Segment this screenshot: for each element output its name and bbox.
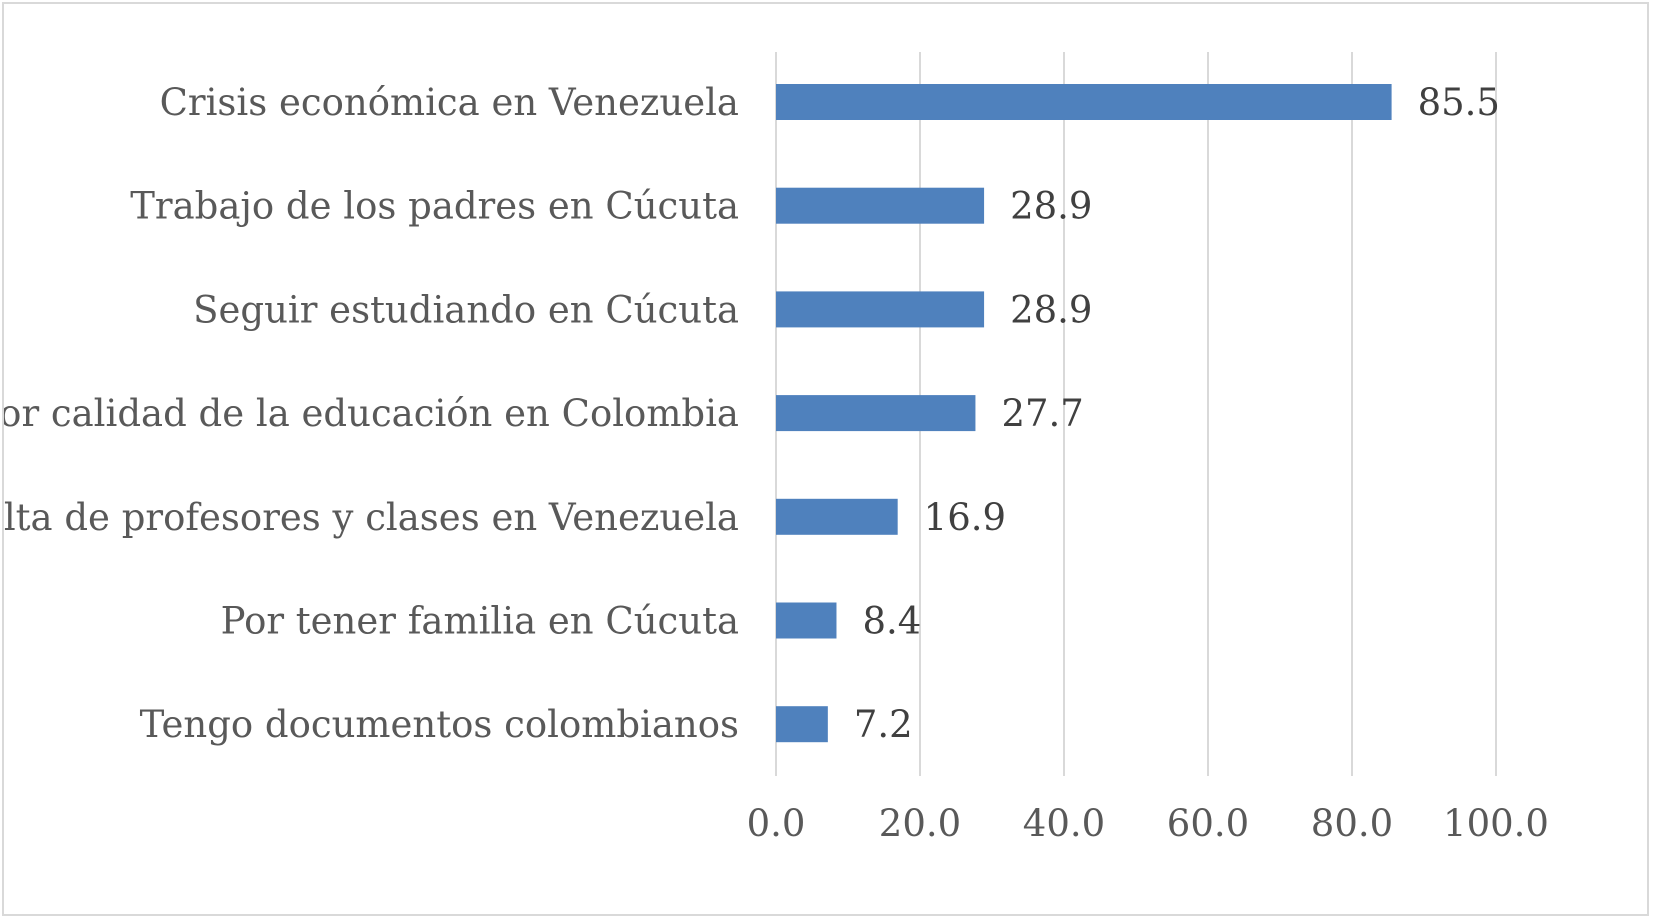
- category-label: Crisis económica en Venezuela: [160, 81, 739, 124]
- category-label: Mejor calidad de la educación en Colombi…: [4, 392, 739, 435]
- x-tick-label: 0.0: [747, 802, 806, 845]
- x-tick-label: 100.0: [1443, 802, 1549, 845]
- bar: [776, 187, 985, 224]
- x-axis-tick-labels: 0.0 20.0 40.0 60.0 80.0 100.0: [747, 802, 1549, 845]
- x-tick-label: 20.0: [879, 802, 961, 845]
- bar: [776, 498, 898, 535]
- bars: [776, 84, 1392, 743]
- category-label: Tengo documentos colombianos: [140, 703, 739, 746]
- category-label: Trabajo de los padres en Cúcuta: [130, 185, 739, 228]
- bar-chart: Crisis económica en Venezuela Trabajo de …: [4, 52, 1549, 845]
- bar: [776, 395, 976, 432]
- data-label: 85.5: [1418, 81, 1500, 124]
- x-tick-label: 40.0: [1023, 802, 1105, 845]
- x-tick-label: 80.0: [1311, 802, 1393, 845]
- data-label: 28.9: [1010, 185, 1092, 228]
- x-tick-label: 60.0: [1167, 802, 1249, 845]
- data-label: 16.9: [924, 496, 1006, 539]
- category-label: Por tener familia en Cúcuta: [221, 600, 739, 643]
- category-label: Seguir estudiando en Cúcuta: [193, 288, 739, 331]
- data-labels: 85.5 28.9 28.9 27.7 16.9 8.4 7.2: [854, 81, 1500, 746]
- category-labels: Crisis económica en Venezuela Trabajo de …: [4, 81, 739, 746]
- bar: [776, 706, 828, 743]
- data-label: 7.2: [854, 703, 913, 746]
- data-label: 8.4: [862, 600, 921, 643]
- bar: [776, 84, 1392, 120]
- gridlines: [775, 52, 1497, 776]
- data-label: 27.7: [1001, 392, 1083, 435]
- bar: [776, 291, 985, 328]
- category-label: Falta de profesores y clases en Venezuel…: [4, 496, 739, 539]
- bar: [776, 602, 837, 639]
- data-label: 28.9: [1010, 288, 1092, 331]
